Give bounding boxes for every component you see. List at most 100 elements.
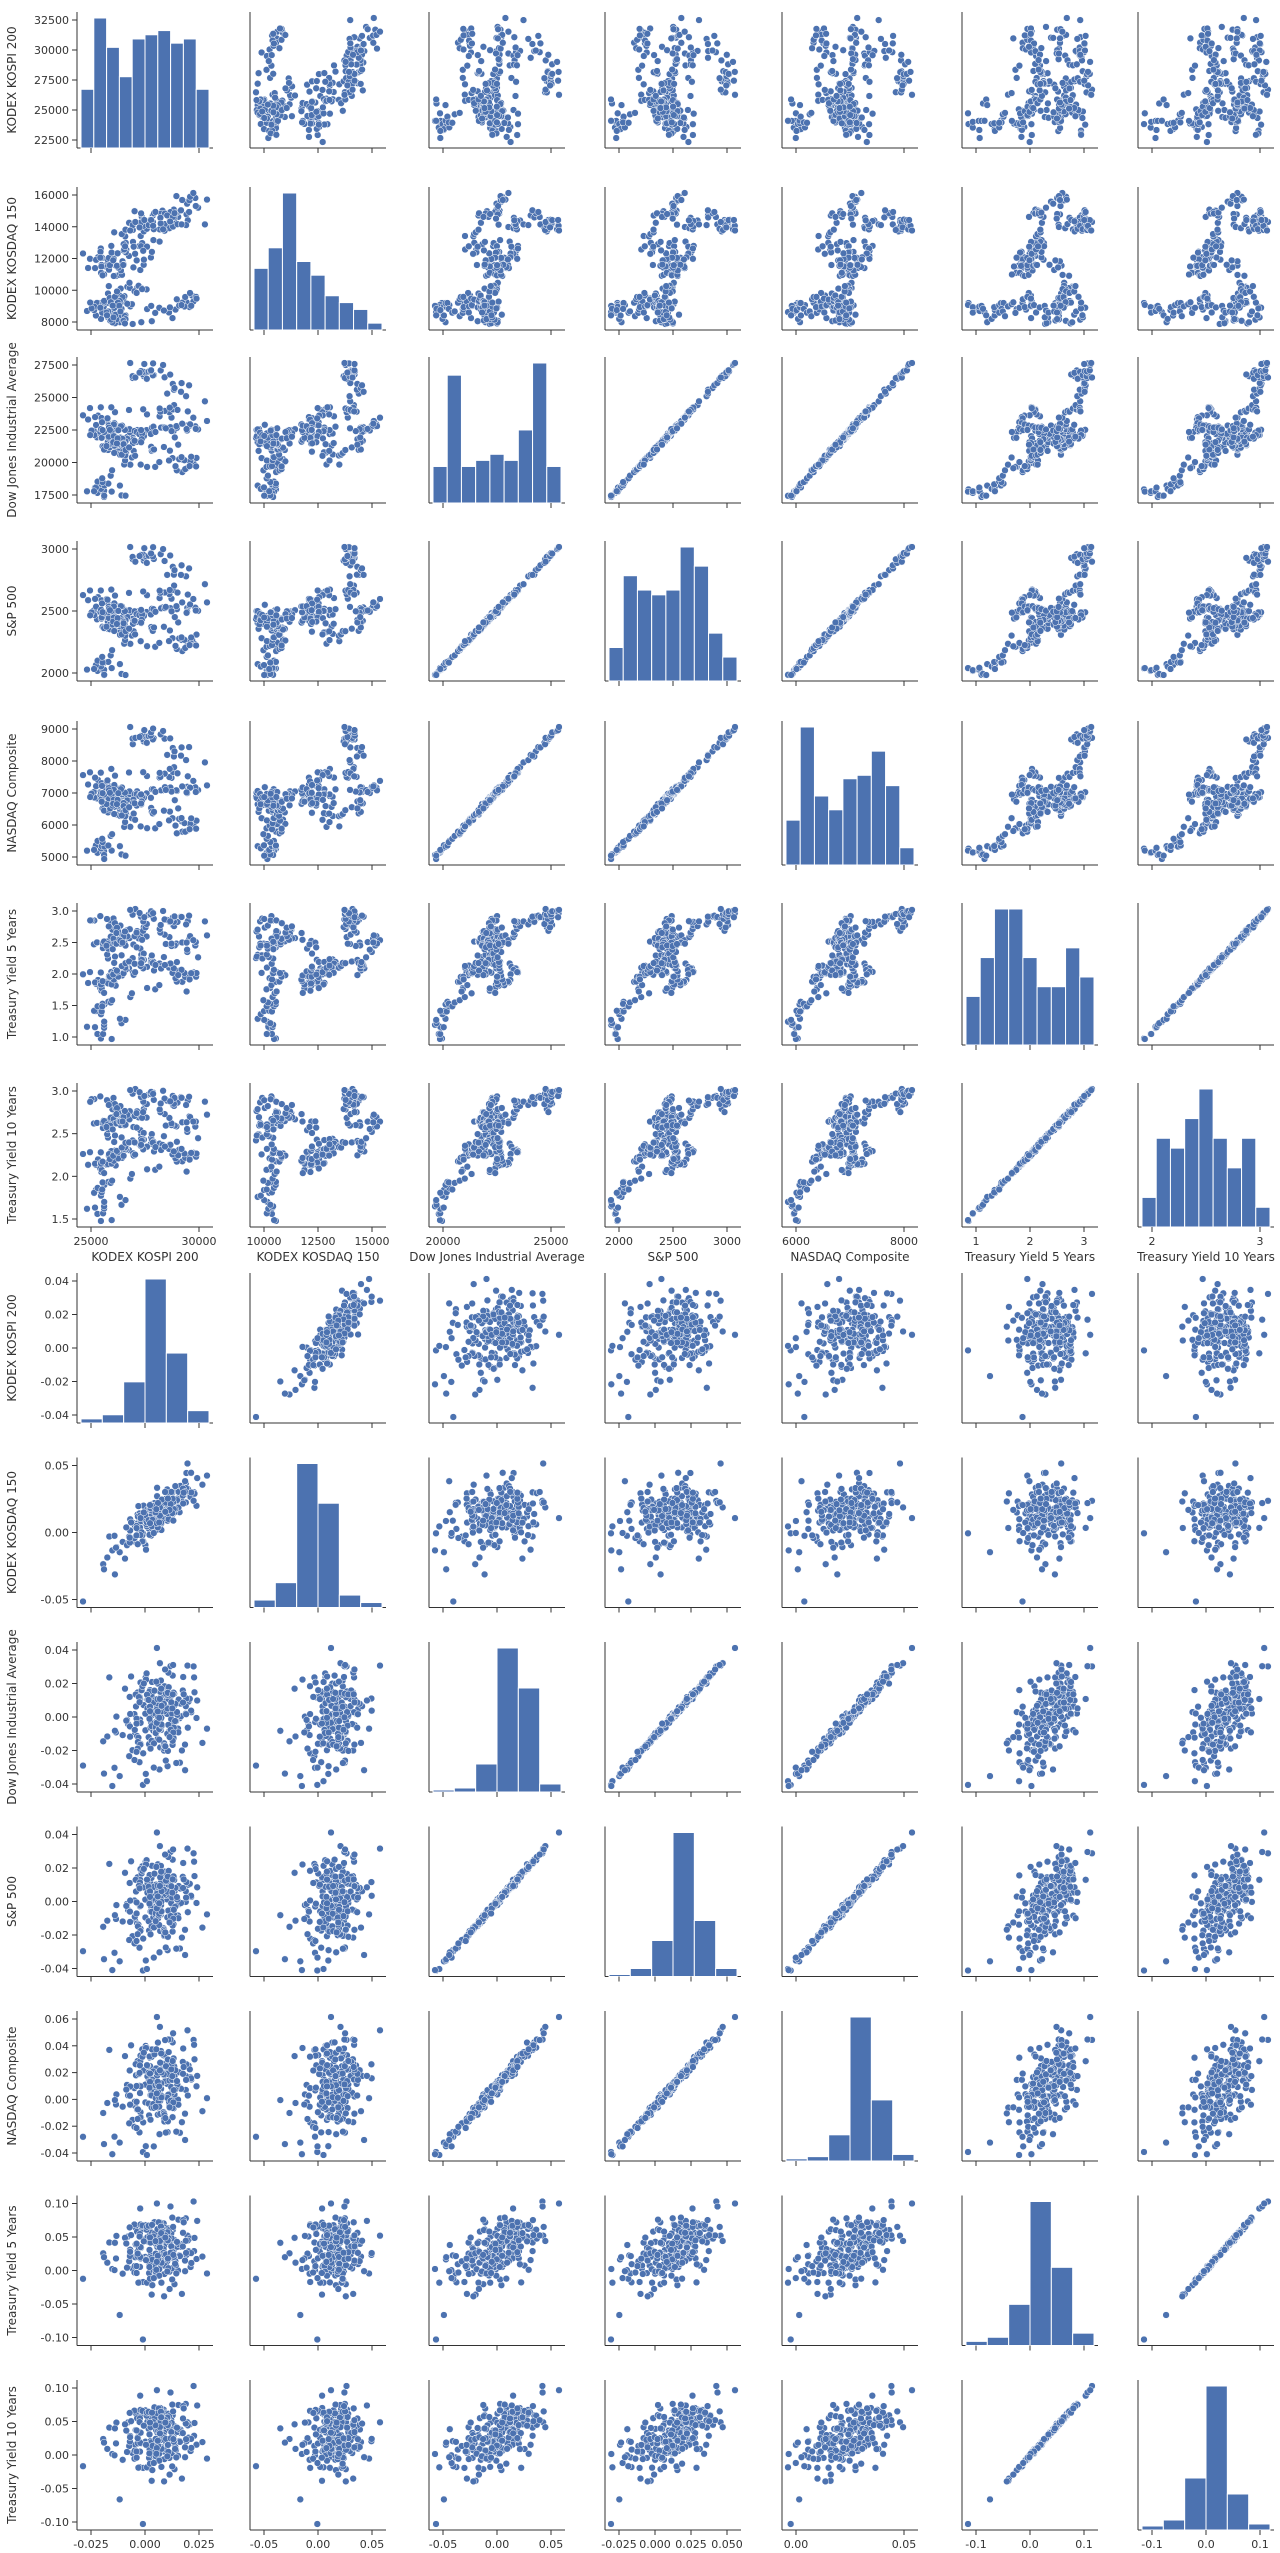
scatter-point [132, 250, 139, 257]
scatter-point [670, 103, 677, 110]
scatter-point [647, 87, 654, 94]
scatter-point [1081, 77, 1088, 84]
scatter-point [1229, 115, 1236, 122]
scatter-point [130, 264, 137, 271]
scatter-point [433, 96, 440, 103]
scatter-point [813, 26, 820, 33]
scatter-point [644, 40, 651, 47]
scatter-point [130, 243, 137, 250]
scatter-point [493, 103, 500, 110]
scatter-point [660, 87, 667, 94]
scatter-point [1196, 119, 1203, 126]
scatter-point [110, 273, 117, 280]
scatter-point [359, 87, 366, 94]
scatter-point [817, 62, 824, 69]
scatter-point [190, 190, 197, 197]
scatter-point [814, 75, 821, 82]
scatter-point [350, 51, 357, 58]
panel-0-kodex-kospi-200-vs-treasury-yield-10-years [1138, 12, 1274, 153]
scatter-point [832, 43, 839, 50]
scatter-point [161, 307, 168, 314]
scatter-point [1044, 70, 1051, 77]
scatter-point [853, 120, 860, 127]
scatter-point [160, 226, 167, 233]
scatter-point [1052, 85, 1059, 92]
scatter-point [714, 40, 721, 47]
scatter-point [514, 52, 521, 59]
scatter-point [306, 134, 313, 141]
scatter-point [909, 91, 916, 98]
scatter-point [1205, 121, 1212, 128]
scatter-point [1056, 50, 1063, 57]
scatter-point [122, 320, 129, 327]
scatter-point [863, 107, 870, 114]
scatter-point [502, 15, 509, 22]
scatter-point [829, 52, 836, 59]
scatter-point [1073, 61, 1080, 68]
scatter-point [268, 121, 275, 128]
histogram-bar [171, 43, 184, 148]
scatter-point [449, 119, 456, 126]
scatter-point [882, 41, 889, 48]
scatter-point [1242, 85, 1249, 92]
scatter-point [1193, 134, 1200, 141]
scatter-point [253, 97, 260, 104]
scatter-point [837, 81, 844, 88]
scatter-point [298, 108, 305, 115]
scatter-point [255, 70, 262, 77]
y-axis-label-kodex-kospi-200: KODEX KOSPI 200 [5, 26, 19, 133]
scatter-point [326, 88, 333, 95]
scatter-point [854, 15, 861, 22]
scatter-point [462, 81, 469, 88]
scatter-point [555, 77, 562, 84]
scatter-point [319, 139, 326, 146]
scatter-point [690, 110, 697, 117]
scatter-point [495, 56, 502, 63]
scatter-point [514, 62, 521, 69]
scatter-point [976, 127, 983, 134]
scatter-point [842, 71, 849, 78]
scatter-point [313, 78, 320, 85]
scatter-point [529, 41, 536, 48]
scatter-point [1250, 113, 1257, 120]
scatter-point [99, 272, 106, 279]
scatter-point [347, 17, 354, 24]
scatter-point [1153, 127, 1160, 134]
scatter-point [138, 210, 145, 217]
scatter-point [104, 312, 111, 319]
scatter-point [1141, 121, 1148, 128]
scatter-point [495, 26, 502, 33]
scatter-point [813, 32, 820, 39]
scatter-point [149, 249, 156, 256]
scatter-point [830, 58, 837, 65]
scatter-point [171, 210, 178, 217]
scatter-point [686, 34, 693, 41]
scatter-point [178, 221, 185, 228]
scatter-point [465, 53, 472, 60]
scatter-point [847, 35, 854, 42]
scatter-point [1077, 51, 1084, 58]
scatter-point [658, 98, 665, 105]
scatter-point [150, 237, 157, 244]
scatter-point [681, 114, 688, 121]
scatter-point [1203, 87, 1210, 94]
scatter-point [1009, 118, 1016, 125]
scatter-point [862, 34, 869, 41]
scatter-point [640, 53, 647, 60]
scatter-point [484, 87, 491, 94]
scatter-point [685, 139, 692, 146]
scatter-point [614, 110, 621, 117]
scatter-point [1263, 59, 1270, 66]
scatter-point [261, 115, 268, 122]
scatter-point [690, 52, 697, 59]
scatter-point [1206, 48, 1213, 55]
scatter-point [651, 52, 658, 59]
scatter-point [1026, 43, 1033, 50]
scatter-point [1028, 121, 1035, 128]
scatter-point [899, 82, 906, 89]
scatter-point [847, 112, 854, 119]
scatter-point [639, 62, 646, 69]
scatter-point [711, 33, 718, 40]
scatter-point [1081, 40, 1088, 47]
scatter-point [306, 88, 313, 95]
